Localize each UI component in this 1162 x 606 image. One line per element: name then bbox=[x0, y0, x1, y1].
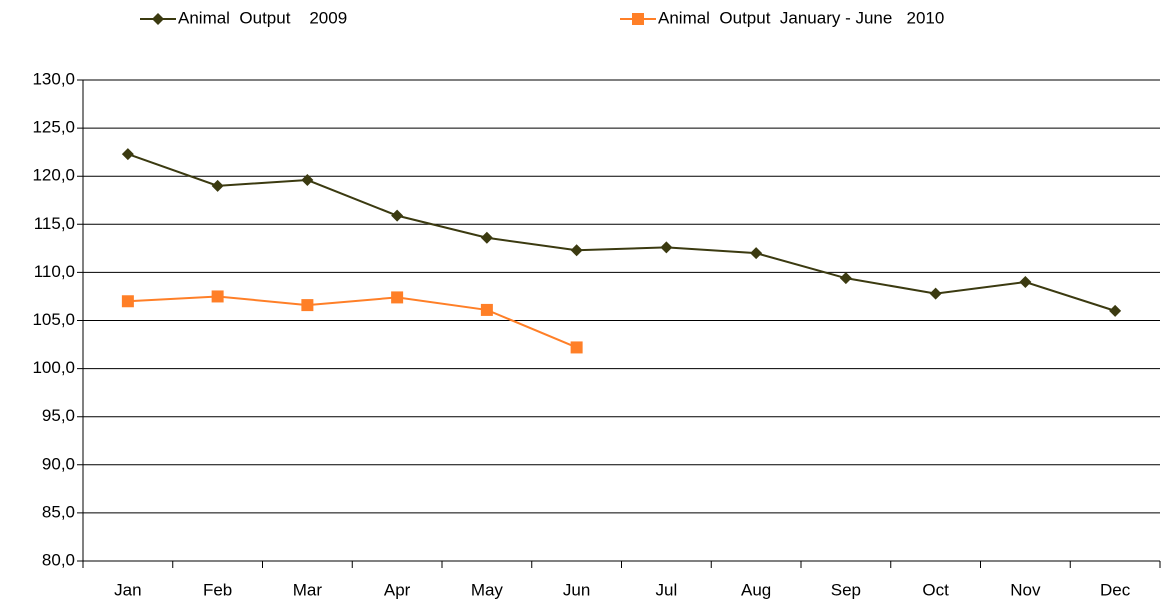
y-tick-label: 85,0 bbox=[42, 502, 75, 521]
y-tick-label: 95,0 bbox=[42, 406, 75, 425]
y-tick-label: 125,0 bbox=[32, 118, 75, 137]
marker bbox=[570, 341, 583, 354]
x-tick-label: Nov bbox=[1010, 580, 1041, 599]
y-tick-label: 100,0 bbox=[32, 358, 75, 377]
legend-label: Animal Output January - June 2010 bbox=[658, 8, 944, 27]
marker bbox=[750, 247, 763, 260]
y-tick-label: 105,0 bbox=[32, 310, 75, 329]
x-tick-label: Jul bbox=[656, 580, 678, 599]
marker bbox=[301, 174, 314, 187]
x-tick-label: May bbox=[471, 580, 504, 599]
marker bbox=[391, 291, 404, 304]
marker bbox=[121, 295, 134, 308]
x-tick-label: Mar bbox=[293, 580, 323, 599]
y-tick-label: 130,0 bbox=[32, 69, 75, 88]
series-line bbox=[127, 295, 578, 349]
marker bbox=[660, 241, 673, 254]
marker bbox=[211, 290, 224, 303]
x-tick-label: Dec bbox=[1100, 580, 1131, 599]
marker bbox=[1019, 276, 1032, 289]
marker bbox=[152, 13, 164, 25]
x-tick-label: Feb bbox=[203, 580, 232, 599]
marker bbox=[1109, 304, 1122, 317]
marker bbox=[480, 231, 493, 244]
x-tick-label: Sep bbox=[831, 580, 861, 599]
marker bbox=[121, 148, 134, 161]
x-tick-label: Aug bbox=[741, 580, 771, 599]
marker bbox=[632, 13, 644, 25]
x-tick-label: Oct bbox=[922, 580, 949, 599]
marker bbox=[839, 272, 852, 285]
x-tick-label: Jan bbox=[114, 580, 141, 599]
marker bbox=[929, 287, 942, 300]
y-tick-label: 120,0 bbox=[32, 166, 75, 185]
marker bbox=[391, 209, 404, 222]
y-tick-label: 90,0 bbox=[42, 454, 75, 473]
marker bbox=[211, 179, 224, 192]
x-tick-label: Jun bbox=[563, 580, 590, 599]
series-line bbox=[127, 153, 1116, 312]
marker bbox=[301, 299, 314, 312]
x-tick-label: Apr bbox=[384, 580, 411, 599]
legend-label: Animal Output 2009 bbox=[178, 8, 347, 27]
y-tick-label: 115,0 bbox=[34, 214, 75, 233]
marker bbox=[480, 303, 493, 316]
y-tick-label: 80,0 bbox=[42, 550, 75, 569]
marker bbox=[570, 244, 583, 257]
y-tick-label: 110,0 bbox=[34, 262, 75, 281]
